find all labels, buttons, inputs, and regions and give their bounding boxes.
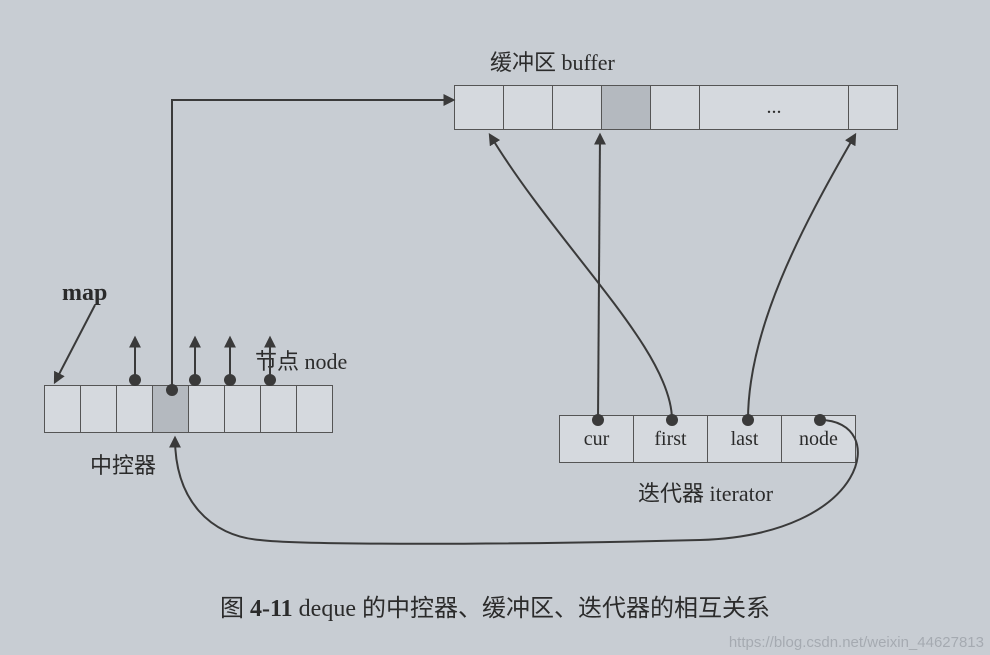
caption-prefix: 图 — [220, 596, 250, 622]
iterator-cell-cur: cur — [559, 415, 634, 463]
map-array — [45, 385, 333, 433]
buffer-cell — [454, 85, 504, 130]
buffer-cell: ... — [699, 85, 849, 130]
map-cell — [224, 385, 261, 433]
buffer-array: ... — [455, 85, 898, 130]
caption-suffix: deque 的中控器、缓冲区、迭代器的相互关系 — [293, 596, 770, 622]
map-cell — [152, 385, 189, 433]
watermark-text: https://blog.csdn.net/weixin_44627813 — [729, 634, 984, 651]
buffer-title: 缓冲区 buffer — [490, 45, 615, 77]
map-cell — [44, 385, 81, 433]
map-label: map — [62, 280, 107, 307]
buffer-cell — [848, 85, 898, 130]
node-title: 节点 node — [255, 344, 347, 376]
iterator-cell-first: first — [633, 415, 708, 463]
buffer-cell — [601, 85, 651, 130]
iterator-title: 迭代器 iterator — [638, 476, 773, 508]
buffer-cell — [552, 85, 602, 130]
buffer-cell — [650, 85, 700, 130]
figure-caption: 图 4-11 deque 的中控器、缓冲区、迭代器的相互关系 — [0, 588, 990, 623]
iterator-cell-last: last — [707, 415, 782, 463]
map-cell — [188, 385, 225, 433]
controller-label: 中控器 — [90, 448, 156, 480]
iterator-struct: curfirstlastnode — [560, 415, 856, 463]
iterator-cell-node: node — [781, 415, 856, 463]
map-cell — [296, 385, 333, 433]
caption-number: 4-11 — [250, 596, 293, 622]
map-cell — [80, 385, 117, 433]
map-cell — [116, 385, 153, 433]
map-cell — [260, 385, 297, 433]
buffer-cell — [503, 85, 553, 130]
